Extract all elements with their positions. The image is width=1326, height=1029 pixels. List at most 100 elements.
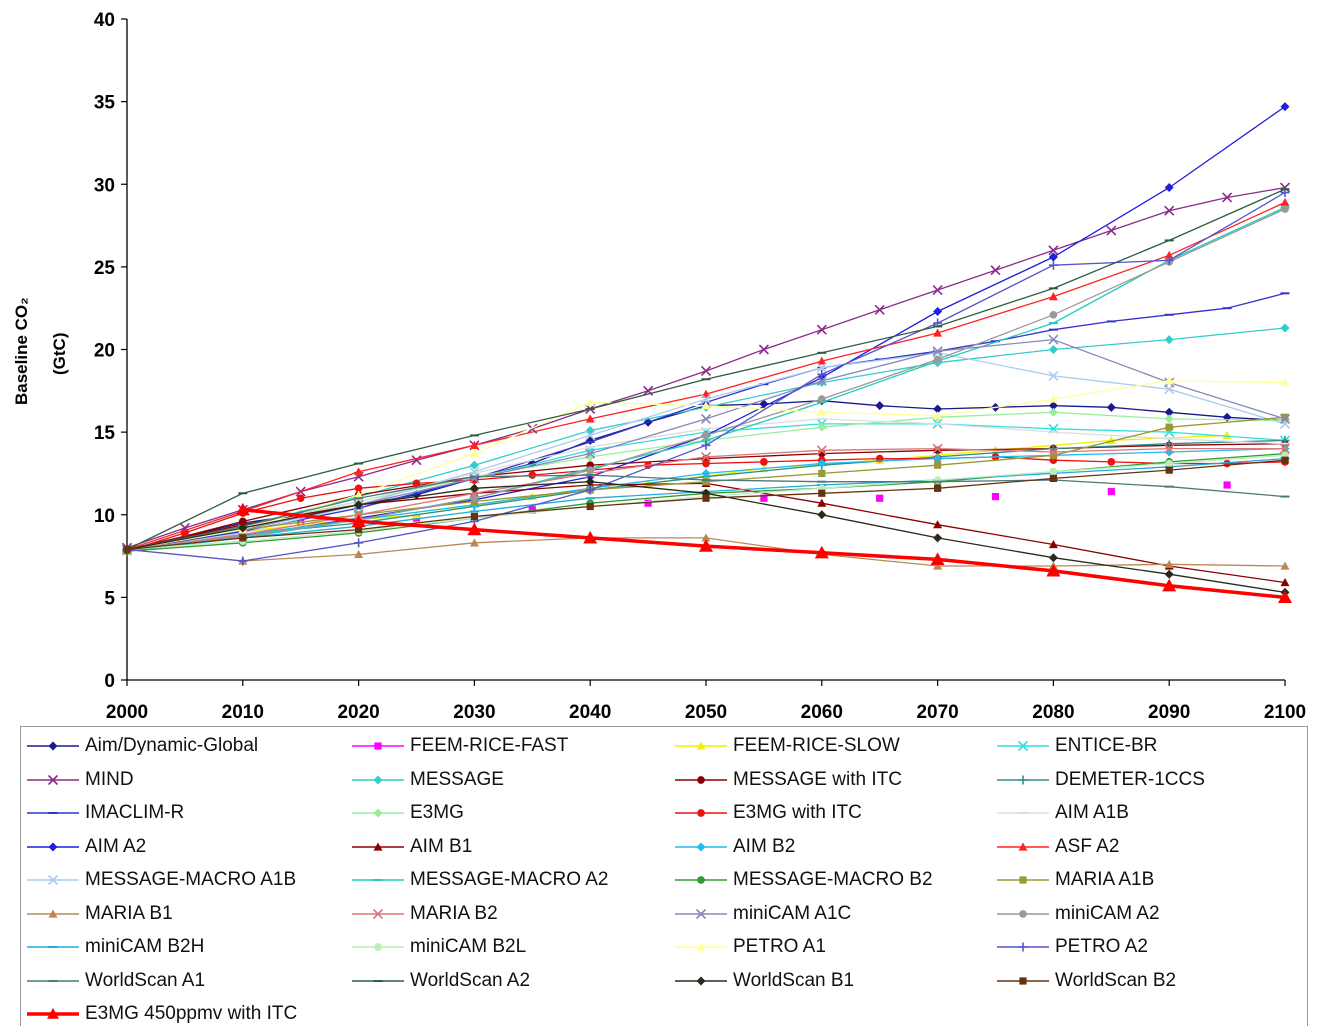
legend-swatch (997, 740, 1049, 752)
legend-swatch-marker (1017, 740, 1029, 752)
legend-label: ASF A2 (1055, 835, 1120, 857)
data-point (701, 468, 711, 478)
data-point (934, 484, 942, 492)
legend-label: ENTICE-BR (1055, 735, 1158, 756)
data-point (1048, 252, 1058, 262)
data-point (528, 506, 536, 514)
legend-label: MARIA B1 (85, 902, 173, 924)
legend-swatch-marker (697, 775, 705, 784)
legend-item-petro-a2: PETRO A2 (997, 932, 1148, 962)
legend-swatch (352, 742, 404, 750)
data-point (1106, 402, 1116, 412)
data-point (585, 448, 596, 459)
data-point (700, 365, 712, 377)
data-point (932, 284, 943, 296)
data-point (1048, 401, 1058, 411)
legend-swatch (997, 876, 1049, 884)
data-point (700, 413, 712, 424)
data-point (1280, 378, 1290, 387)
data-point (412, 479, 421, 488)
legend-label: miniCAM A1C (733, 902, 852, 924)
data-point (1107, 458, 1116, 466)
data-point (1165, 459, 1174, 468)
data-point (758, 344, 769, 355)
data-point (1046, 563, 1061, 577)
y-tick-label: 30 (94, 175, 115, 196)
legend-item-mind: MIND (27, 765, 134, 795)
legend-swatch (675, 942, 727, 951)
data-point (932, 347, 943, 358)
data-point (354, 538, 364, 548)
data-point (1048, 292, 1058, 301)
legend-swatch (997, 976, 1049, 985)
legend-swatch (352, 808, 404, 818)
legend-swatch (27, 946, 79, 948)
legend-swatch-marker (372, 908, 384, 919)
data-point (760, 494, 768, 502)
legend-label: MESSAGE-MACRO A1B (85, 869, 297, 890)
legend-label: miniCAM B2L (410, 936, 527, 957)
data-point (933, 520, 943, 529)
data-point (933, 355, 942, 364)
legend-item-worldscan-a1: WorldScan A1 (27, 966, 205, 996)
legend-swatch-marker (1019, 876, 1027, 884)
data-point (702, 459, 710, 468)
data-point (1281, 413, 1289, 421)
legend-label: E3MG with ITC (733, 802, 862, 823)
legend-swatch-marker (1018, 942, 1028, 952)
legend-item-message-macro-b2: MESSAGE-MACRO B2 (675, 865, 933, 895)
legend-label: PETRO A1 (733, 936, 826, 957)
legend-label: MESSAGE (410, 768, 504, 790)
data-point (702, 478, 710, 486)
x-tick-label: 2030 (453, 702, 495, 723)
legend-item-message-with-itc: MESSAGE with ITC (675, 765, 902, 795)
series-e3mg-with-itc (123, 453, 1289, 555)
series-petro-a1 (122, 376, 1290, 554)
data-point (990, 265, 1001, 276)
data-point (354, 490, 364, 499)
legend-swatch (352, 908, 404, 919)
legend-item-maria-b1: MARIA B1 (27, 899, 173, 929)
y-tick-label: 15 (94, 423, 116, 444)
legend-label: MESSAGE-MACRO A2 (410, 869, 609, 890)
legend-swatch-marker (697, 809, 705, 817)
data-point (296, 494, 305, 503)
data-point (930, 552, 945, 565)
data-point (817, 459, 827, 469)
legend-swatch-marker (697, 876, 705, 884)
data-point (1165, 423, 1173, 431)
data-point (238, 556, 248, 566)
data-point (1049, 310, 1058, 319)
data-point (1164, 335, 1174, 345)
x-tick-label: 2090 (1148, 702, 1190, 723)
data-point (586, 502, 594, 511)
data-point (1049, 467, 1058, 476)
data-point (1049, 451, 1057, 459)
legend-swatch (27, 774, 79, 785)
legend-label: E3MG 450ppmv with ITC (85, 1003, 298, 1024)
legend-swatch-marker (373, 808, 383, 818)
data-point (701, 401, 711, 410)
chart-plot: 0 5 10 15 20 25 30 35 40 2000 2010 2020 2030 2040 2050… (94, 10, 1306, 723)
legend-swatch (997, 842, 1049, 851)
data-point (700, 451, 712, 462)
data-point (817, 356, 827, 365)
legend-swatch (352, 842, 404, 851)
legend-swatch (675, 976, 727, 985)
legend-label: WorldScan A2 (410, 969, 531, 991)
legend-label: IMACLIM-R (85, 802, 185, 823)
x-tick-label: 2020 (337, 702, 379, 723)
data-point (351, 514, 366, 527)
data-point (814, 545, 829, 559)
legend-label: AIM A1B (1055, 802, 1129, 823)
data-point (585, 397, 595, 406)
y-tick-label: 35 (94, 93, 116, 114)
data-point (235, 502, 250, 516)
data-point (1164, 183, 1174, 193)
legend-item-aim-b2: AIM B2 (675, 832, 795, 862)
data-point (1164, 376, 1174, 385)
data-point (933, 328, 943, 337)
data-point (1281, 456, 1289, 464)
legend-label: miniCAM B2H (85, 936, 205, 957)
data-point (1164, 443, 1175, 454)
